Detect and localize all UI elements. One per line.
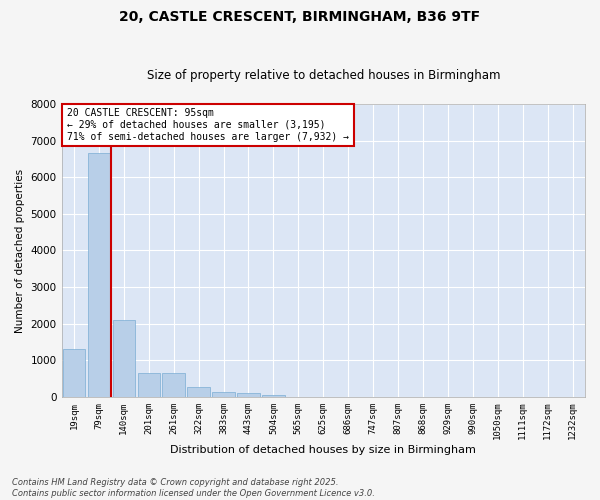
Bar xyxy=(137,373,160,397)
Text: 20 CASTLE CRESCENT: 95sqm
← 29% of detached houses are smaller (3,195)
71% of se: 20 CASTLE CRESCENT: 95sqm ← 29% of detac… xyxy=(67,108,349,142)
Bar xyxy=(237,394,260,397)
Text: Contains HM Land Registry data © Crown copyright and database right 2025.
Contai: Contains HM Land Registry data © Crown c… xyxy=(12,478,375,498)
X-axis label: Distribution of detached houses by size in Birmingham: Distribution of detached houses by size … xyxy=(170,445,476,455)
Bar xyxy=(212,392,235,397)
Text: 20, CASTLE CRESCENT, BIRMINGHAM, B36 9TF: 20, CASTLE CRESCENT, BIRMINGHAM, B36 9TF xyxy=(119,10,481,24)
Bar xyxy=(63,350,85,397)
Title: Size of property relative to detached houses in Birmingham: Size of property relative to detached ho… xyxy=(146,69,500,82)
Y-axis label: Number of detached properties: Number of detached properties xyxy=(15,168,25,332)
Bar xyxy=(88,154,110,397)
Bar xyxy=(163,373,185,397)
Bar xyxy=(262,395,284,397)
Bar xyxy=(187,386,210,397)
Bar xyxy=(113,320,135,397)
